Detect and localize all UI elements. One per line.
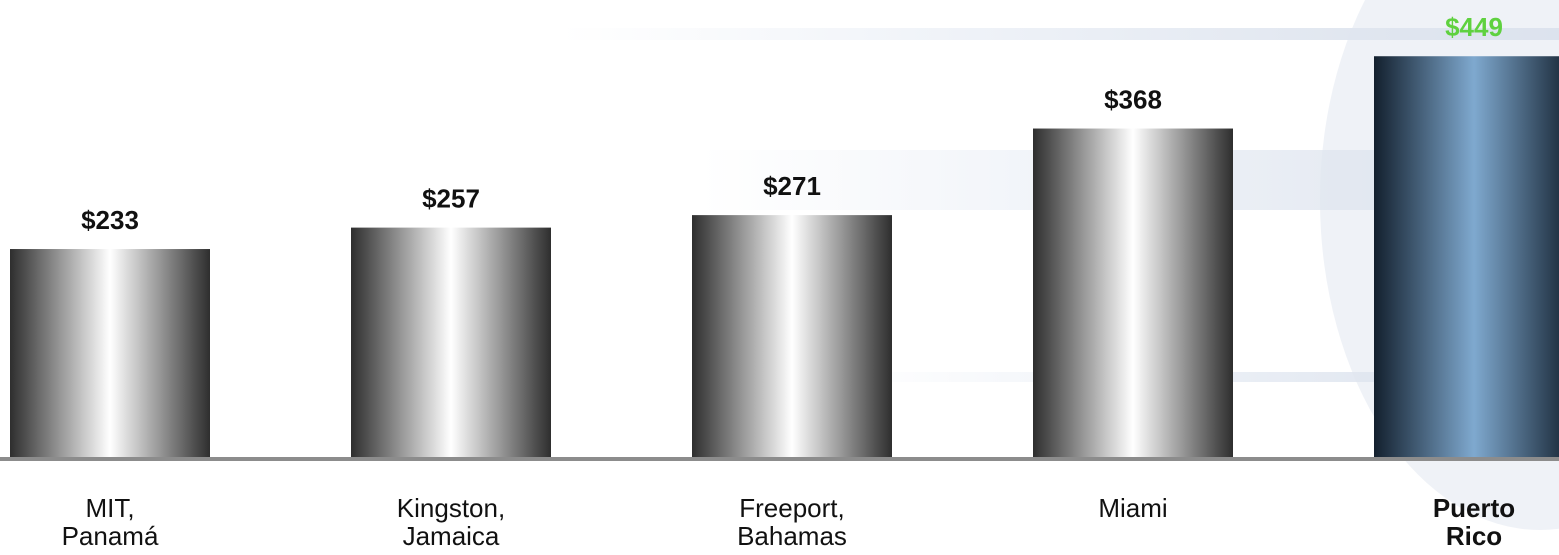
bar	[351, 227, 551, 457]
bar	[10, 249, 210, 457]
value-label: $449	[1445, 12, 1503, 42]
category-label: Miami	[1098, 493, 1168, 523]
category-label: MIT, Panamá	[61, 493, 159, 551]
bar	[692, 215, 892, 457]
category-label: Kingston, Jamaica	[396, 493, 506, 551]
value-label: $233	[81, 205, 139, 235]
value-label: $368	[1104, 85, 1162, 115]
bar	[1374, 56, 1559, 457]
value-label: $257	[422, 184, 480, 214]
category-label: Puerto Rico	[1432, 493, 1516, 551]
bar	[1033, 128, 1233, 457]
category-label: Freeport, Bahamas	[737, 493, 847, 551]
value-label: $271	[763, 171, 821, 201]
